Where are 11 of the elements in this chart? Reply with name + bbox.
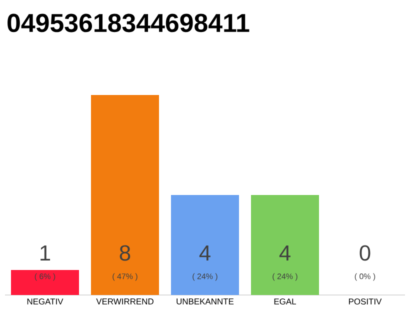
data-label: 0 xyxy=(360,245,370,261)
chart-title: 04953618344698411 xyxy=(8,14,250,32)
x-tick-label: POSITIV xyxy=(348,298,382,305)
data-label: 4 xyxy=(279,245,290,261)
x-tick-label: VERWIRREND xyxy=(96,298,154,304)
x-tick-label: EGAL xyxy=(274,298,296,305)
x-tick-label: UNBEKANNTE xyxy=(176,298,234,304)
data-label: 8 xyxy=(120,245,130,261)
data-label: 1 xyxy=(40,245,50,261)
data-label: 4 xyxy=(199,245,210,261)
x-tick-label: NEGATIV xyxy=(27,298,64,305)
